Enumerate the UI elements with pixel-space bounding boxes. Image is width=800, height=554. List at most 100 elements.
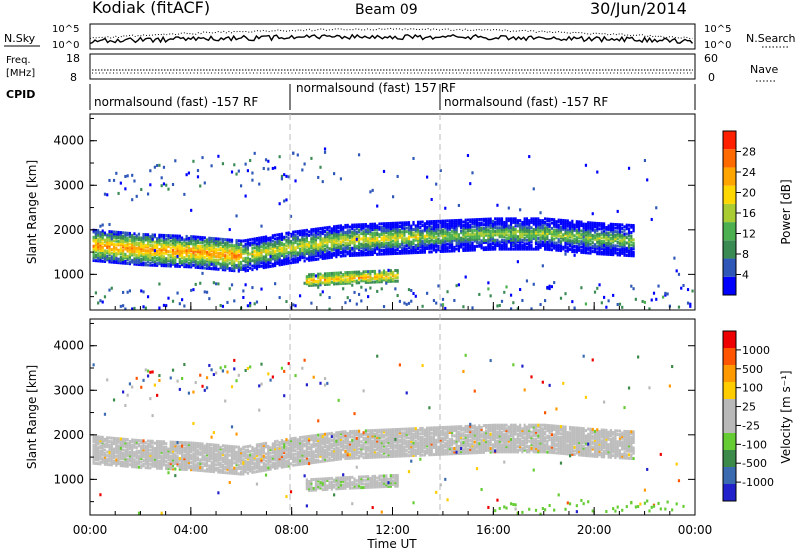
velocity-cell [112,449,116,453]
power-cell [509,293,513,297]
power-cell [450,245,454,249]
power-cell [142,247,145,251]
power-cell [333,277,336,281]
power-cell [99,236,102,240]
power-cell [235,240,238,244]
power-cell [593,290,597,294]
power-cell [428,225,431,229]
velocity-cell [140,448,143,452]
power-cell [167,264,170,268]
power-cell [460,231,463,235]
velocity-cell [199,451,202,455]
power-cell [224,259,227,263]
velocity-cell [158,440,161,444]
power-cell [190,256,193,260]
power-cell [196,262,200,266]
power-cell [226,245,229,249]
power-cell [274,260,277,264]
velocity-cell [190,457,193,461]
power-cell [485,240,488,244]
power-cell [541,264,544,268]
velocity-cell [162,450,166,454]
power-cell [317,227,320,231]
power-cell [580,241,583,245]
power-cell [287,238,290,242]
power-cell [124,174,127,178]
power-cell [149,236,152,240]
power-cell [496,233,499,237]
power-cell [587,246,590,250]
power-cell [430,225,433,229]
power-cell [550,230,554,234]
power-cell [514,242,517,246]
power-cell [135,253,138,257]
power-cell [335,232,338,236]
velocity-cell [94,461,97,465]
power-cell [110,230,113,234]
power-cell [471,230,474,234]
velocity-cell [124,455,127,459]
power-cell [387,250,390,254]
power-cell [296,238,299,242]
power-cell [328,234,331,238]
power-cell [394,269,397,273]
power-cell [578,229,581,233]
power-cell [360,299,363,303]
velocity-cell [190,466,193,470]
power-cell [589,235,592,239]
power-cell [94,244,97,248]
power-cell [339,224,343,228]
power-cell [310,251,313,255]
velocity-cell [99,451,102,455]
power-cell [478,237,481,241]
power-cell [571,232,574,236]
power-cell [616,302,619,306]
power-cell [537,224,540,228]
power-cell [410,235,413,239]
power-cell [262,266,265,270]
power-cell [457,203,460,207]
power-cell [632,247,635,251]
velocity-cell [131,463,134,467]
velocity-cell [208,444,211,448]
velocity-cell [110,440,113,444]
velocity-cell [174,446,177,450]
power-cell [505,229,508,233]
power-cell [514,236,517,240]
power-cell [500,231,504,235]
power-cell [596,225,599,229]
power-cell [326,273,329,277]
power-cell [242,251,245,255]
power-cell [348,254,352,258]
power-cell [398,299,402,303]
power-cell [351,230,354,234]
power-cell [464,247,467,251]
power-cell [559,218,563,222]
power-cell [242,244,245,248]
power-cell [512,231,515,235]
power-cell [185,245,188,249]
power-cell [199,237,202,241]
colorbar-swatch [723,167,736,186]
velocity-cell [192,457,195,461]
power-cell [357,223,361,227]
power-cell [673,256,676,260]
power-cell [534,222,538,226]
power-cell [550,239,554,243]
power-cell [242,295,245,299]
power-cell [344,250,347,254]
power-cell [308,241,311,245]
power-cell [351,236,354,240]
power-cell [423,222,426,226]
power-cell [140,248,143,252]
power-cell [128,262,132,266]
power-cell [149,247,152,251]
power-cell [208,247,211,251]
power-cell [339,247,343,251]
power-cell [364,253,367,257]
power-cell [548,287,551,291]
power-cell [494,233,497,237]
power-cell [380,252,383,256]
power-cell [342,287,345,291]
velocity-cell [205,451,209,455]
